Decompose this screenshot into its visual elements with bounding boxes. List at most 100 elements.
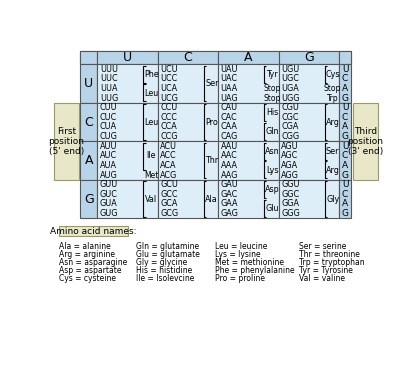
Bar [339,103,351,141]
Text: U: U [342,180,348,189]
Text: Ile: Ile [147,151,156,160]
Text: AGC: AGC [281,151,298,160]
Text: Leu: Leu [144,118,158,127]
Text: C: C [342,190,348,199]
Text: CUC: CUC [100,113,117,122]
Text: C: C [342,113,348,122]
Text: Ser: Ser [326,147,339,155]
Text: UGC: UGC [281,74,299,83]
Text: Arg: Arg [326,118,340,127]
Text: GGG: GGG [281,209,300,218]
Text: UAC: UAC [220,74,238,83]
Text: Stop: Stop [263,84,281,93]
Text: U: U [342,65,348,74]
Text: UGU: UGU [281,65,299,74]
Text: C: C [342,151,348,160]
Bar [80,51,97,64]
Text: CCC: CCC [160,113,177,122]
Text: A: A [342,84,348,93]
Text: A: A [342,122,348,131]
Bar [279,51,339,64]
Text: Leu = leucine: Leu = leucine [215,242,268,250]
Text: C: C [184,51,192,64]
Text: UUA: UUA [100,84,117,93]
Bar [279,180,339,218]
Text: G: G [341,94,349,102]
Text: CGA: CGA [281,122,299,131]
Text: CGC: CGC [281,113,299,122]
Bar [218,180,279,218]
Text: C: C [84,116,93,129]
Text: Trp: Trp [327,94,339,102]
Text: AAC: AAC [220,151,237,160]
Text: Thr = threonine: Thr = threonine [299,250,360,259]
Text: AUU: AUU [100,142,117,151]
Text: First
position
(5' end): First position (5' end) [48,127,84,156]
Text: Ile = Isolevcine: Ile = Isolevcine [136,274,194,283]
Text: Met: Met [144,171,158,179]
Bar [339,141,351,180]
Text: U: U [84,77,94,90]
Text: Cys = cysteine: Cys = cysteine [59,274,116,283]
Text: CUU: CUU [100,103,118,112]
Text: Arg = arginine: Arg = arginine [59,250,115,259]
Bar [80,51,351,64]
Text: GGU: GGU [281,180,299,189]
Bar [339,180,351,218]
Bar [80,180,97,218]
Text: Third
position
(3' end): Third position (3' end) [348,127,383,156]
Text: CGU: CGU [281,103,299,112]
Text: GAG: GAG [220,209,239,218]
Text: A: A [342,161,348,170]
Text: AGA: AGA [281,161,298,170]
Text: Gln: Gln [265,127,279,136]
Text: Stop: Stop [263,94,281,102]
Text: UCC: UCC [160,74,178,83]
Text: G: G [304,51,314,64]
Bar [59,226,129,236]
Text: U: U [342,103,348,112]
Text: CCU: CCU [160,103,178,112]
Text: Cys: Cys [326,70,340,78]
Bar [158,141,218,180]
Text: GCU: GCU [160,180,178,189]
Text: CAU: CAU [220,103,238,112]
Text: ACU: ACU [160,142,177,151]
Bar [97,180,158,218]
Text: UGA: UGA [281,84,299,93]
Text: GGC: GGC [281,190,299,199]
Text: GUA: GUA [100,199,118,208]
Text: Asn = asparagine: Asn = asparagine [59,258,127,267]
Text: Gly: Gly [326,195,339,204]
Bar [279,103,339,141]
Text: UAU: UAU [220,65,238,74]
Bar [279,141,339,180]
Text: ACA: ACA [160,161,177,170]
Text: Asp = aspartate: Asp = aspartate [59,266,121,275]
Text: UGG: UGG [281,94,299,102]
Text: G: G [341,209,349,218]
Text: ACG: ACG [160,171,178,179]
Text: AAU: AAU [220,142,238,151]
Bar [218,64,279,103]
Text: G: G [341,171,349,179]
Text: GCG: GCG [160,209,178,218]
Text: AGG: AGG [281,171,299,179]
Text: CCA: CCA [160,122,177,131]
Text: GAA: GAA [220,199,238,208]
Text: Arg: Arg [326,166,340,175]
Bar [353,103,378,180]
Text: His = histidine: His = histidine [136,266,192,275]
Text: AAA: AAA [220,161,238,170]
Text: G: G [341,132,349,141]
Text: Tyr = Tyrosine: Tyr = Tyrosine [299,266,353,275]
Bar [339,64,351,103]
Text: GCC: GCC [160,190,178,199]
Text: Leu: Leu [144,89,158,98]
Bar [279,64,339,103]
Text: UCG: UCG [160,94,178,102]
Bar [158,103,218,141]
Text: Glu = glutamate: Glu = glutamate [136,250,200,259]
Bar [80,103,97,141]
Text: Met = methionine: Met = methionine [215,258,284,267]
